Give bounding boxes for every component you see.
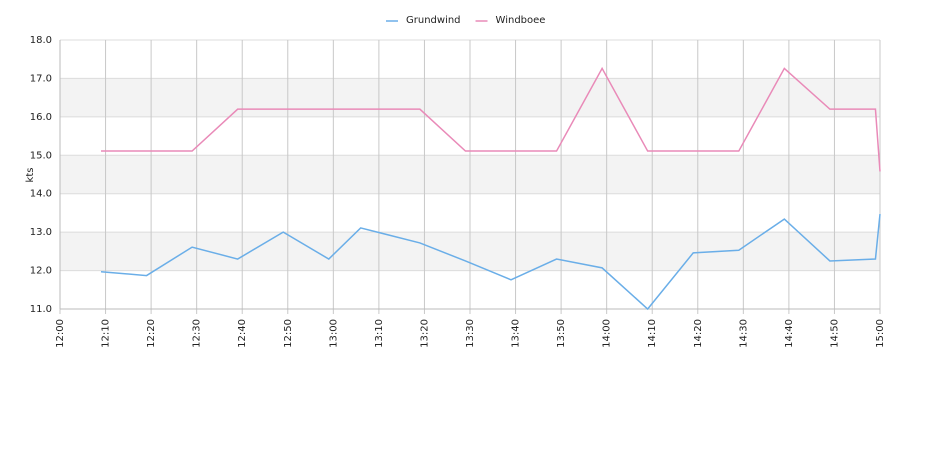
x-tick-label: 14:30 bbox=[738, 319, 749, 348]
x-tick-label: 15:00 bbox=[875, 319, 886, 348]
y-tick-label: 15.0 bbox=[30, 150, 52, 161]
x-tick-label: 12:10 bbox=[101, 319, 112, 348]
y-tick-label: 14.0 bbox=[30, 189, 52, 200]
x-tick-label: 14:40 bbox=[784, 319, 795, 348]
x-tick-label: 12:50 bbox=[283, 319, 294, 348]
y-tick-label: 13.0 bbox=[30, 227, 52, 238]
x-tick-label: 13:10 bbox=[374, 319, 385, 348]
y-tick-label: 18.0 bbox=[30, 35, 52, 46]
x-tick-label: 13:50 bbox=[556, 319, 567, 348]
x-tick-label: 14:50 bbox=[829, 319, 840, 348]
y-tick-label: 12.0 bbox=[30, 266, 52, 277]
series-line bbox=[100, 214, 881, 311]
x-tick-label: 14:10 bbox=[647, 319, 658, 348]
x-tick-label: 13:30 bbox=[465, 319, 476, 348]
y-axis-label: kts bbox=[25, 168, 36, 183]
x-tick-label: 13:20 bbox=[419, 319, 430, 348]
y-tick-label: 16.0 bbox=[30, 112, 52, 123]
x-tick-label: 14:00 bbox=[602, 319, 613, 348]
series-line bbox=[101, 66, 881, 172]
legend-label: Grundwind bbox=[406, 15, 461, 26]
x-tick-label: 12:00 bbox=[55, 319, 66, 348]
x-tick-label: 14:20 bbox=[693, 319, 704, 348]
x-tick-label: 13:40 bbox=[511, 319, 522, 348]
x-tick-label: 12:30 bbox=[192, 319, 203, 348]
legend-label: Windboee bbox=[496, 15, 546, 26]
x-tick-label: 13:00 bbox=[328, 319, 339, 348]
y-tick-label: 17.0 bbox=[30, 73, 52, 84]
x-tick-label: 12:40 bbox=[237, 319, 248, 348]
x-tick-label: 12:20 bbox=[146, 319, 157, 348]
y-tick-label: 11.0 bbox=[30, 304, 52, 315]
